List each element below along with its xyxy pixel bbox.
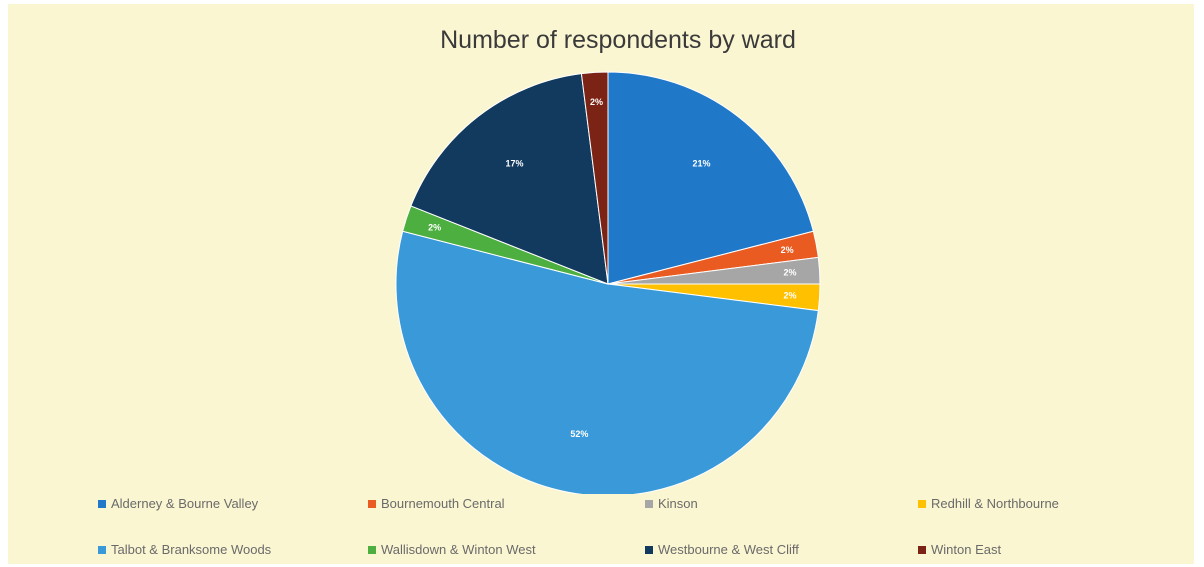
legend-swatch xyxy=(918,545,926,554)
data-label-bournemouth-central: 2% xyxy=(781,245,794,255)
legend-item-kinson: Kinson xyxy=(645,496,698,511)
legend-swatch xyxy=(368,545,376,554)
legend-item-westbourne-and-west-cliff: Westbourne & West Cliff xyxy=(645,542,799,557)
legend-label: Redhill & Northbourne xyxy=(931,496,1059,511)
legend-swatch xyxy=(98,499,106,508)
legend-item-winton-east: Winton East xyxy=(918,542,1001,557)
legend-swatch xyxy=(645,545,653,554)
legend-swatch xyxy=(918,499,926,508)
chart-legend: Alderney & Bourne Valley Bournemouth Cent… xyxy=(8,492,1194,564)
data-label-kinson: 2% xyxy=(783,268,796,278)
legend-label: Winton East xyxy=(931,542,1002,557)
legend-swatch xyxy=(368,499,376,508)
legend-item-alderney-and-bourne-valley: Alderney & Bourne Valley xyxy=(98,496,258,511)
data-label-redhill-and-northbourne: 2% xyxy=(783,290,796,300)
chart-area: Number of respondents by ward 21% 2% 2% 2% 5… xyxy=(8,4,1194,564)
legend-label: Kinson xyxy=(658,496,698,511)
pie-slice-winton-east xyxy=(580,71,609,285)
pie-slice-westbourne-and-west-cliff xyxy=(410,73,609,285)
legend-item-wallisdown-and-winton-west: Wallisdown & Winton West xyxy=(368,542,536,557)
pie-slice-alderney-and-bourne-valley xyxy=(607,71,814,285)
legend-label: Bournemouth Central xyxy=(381,496,505,511)
pie-slice-talbot-and-branksome-woods xyxy=(395,230,819,494)
data-label-wallisdown-and-winton-west: 2% xyxy=(428,223,441,233)
data-label-alderney-and-bourne-valley: 21% xyxy=(693,158,711,168)
legend-label: Alderney & Bourne Valley xyxy=(111,496,259,511)
legend-label: Westbourne & West Cliff xyxy=(658,542,799,557)
pie-chart: 21% 2% 2% 2% 52% 2% 17% 2% xyxy=(395,71,821,494)
data-label-westbourne-and-west-cliff: 17% xyxy=(505,158,523,168)
legend-label: Wallisdown & Winton West xyxy=(381,542,536,557)
legend-item-talbot-and-branksome-woods: Talbot & Branksome Woods xyxy=(98,542,271,557)
legend-item-redhill-and-northbourne: Redhill & Northbourne xyxy=(918,496,1059,511)
legend-label: Talbot & Branksome Woods xyxy=(111,542,272,557)
data-label-winton-east: 2% xyxy=(590,97,603,107)
chart-title: Number of respondents by ward xyxy=(440,26,796,54)
data-label-talbot-and-branksome-woods: 52% xyxy=(570,429,588,439)
legend-swatch xyxy=(98,545,106,554)
legend-swatch xyxy=(645,499,653,508)
legend-item-bournemouth-central: Bournemouth Central xyxy=(368,496,505,511)
